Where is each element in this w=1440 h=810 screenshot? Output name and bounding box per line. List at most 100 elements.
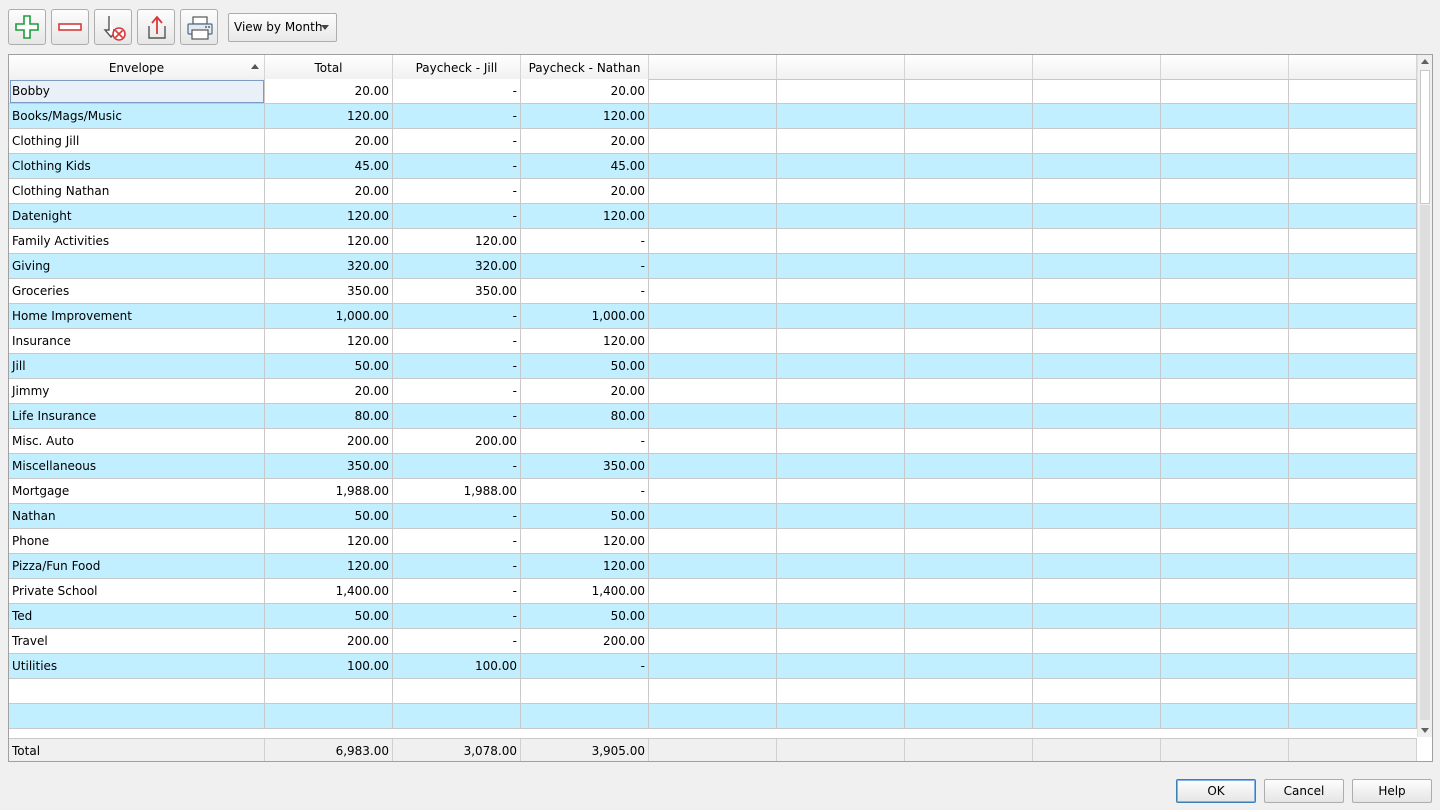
column-header[interactable] bbox=[777, 55, 905, 79]
amount-cell[interactable] bbox=[905, 104, 1033, 129]
amount-cell[interactable] bbox=[393, 704, 521, 729]
amount-cell[interactable]: 1,000.00 bbox=[265, 304, 393, 329]
amount-cell[interactable] bbox=[1033, 479, 1161, 504]
amount-cell[interactable] bbox=[649, 129, 777, 154]
amount-cell[interactable] bbox=[1289, 104, 1417, 129]
view-by-select[interactable]: View by Month bbox=[228, 13, 337, 42]
amount-cell[interactable] bbox=[1161, 479, 1289, 504]
table-row[interactable] bbox=[9, 679, 1417, 704]
amount-cell[interactable] bbox=[777, 104, 905, 129]
envelope-name-cell[interactable]: Bobby bbox=[9, 79, 265, 104]
table-row[interactable]: Miscellaneous 350.00-350.00 bbox=[9, 454, 1417, 479]
amount-cell[interactable] bbox=[649, 604, 777, 629]
table-row[interactable] bbox=[9, 704, 1417, 729]
amount-cell[interactable] bbox=[1033, 429, 1161, 454]
amount-cell[interactable] bbox=[1033, 679, 1161, 704]
amount-cell[interactable] bbox=[649, 304, 777, 329]
amount-cell[interactable]: 50.00 bbox=[521, 504, 649, 529]
amount-cell[interactable]: - bbox=[393, 629, 521, 654]
amount-cell[interactable]: 120.00 bbox=[265, 554, 393, 579]
amount-cell[interactable] bbox=[1161, 354, 1289, 379]
table-row[interactable]: Mortgage 1,988.00 1,988.00- bbox=[9, 479, 1417, 504]
envelope-name-cell[interactable]: Nathan bbox=[9, 504, 265, 529]
amount-cell[interactable] bbox=[1161, 154, 1289, 179]
amount-cell[interactable]: - bbox=[521, 254, 649, 279]
amount-cell[interactable]: 80.00 bbox=[521, 404, 649, 429]
amount-cell[interactable] bbox=[777, 629, 905, 654]
amount-cell[interactable] bbox=[649, 254, 777, 279]
amount-cell[interactable] bbox=[905, 129, 1033, 154]
column-header[interactable]: Paycheck - Jill bbox=[393, 55, 521, 79]
amount-cell[interactable] bbox=[777, 704, 905, 729]
amount-cell[interactable] bbox=[905, 229, 1033, 254]
column-header[interactable]: Paycheck - Nathan bbox=[521, 55, 649, 79]
amount-cell[interactable] bbox=[777, 554, 905, 579]
amount-cell[interactable] bbox=[1033, 179, 1161, 204]
amount-cell[interactable]: 200.00 bbox=[393, 429, 521, 454]
envelope-name-cell[interactable]: Groceries bbox=[9, 279, 265, 304]
amount-cell[interactable] bbox=[777, 229, 905, 254]
amount-cell[interactable] bbox=[649, 229, 777, 254]
amount-cell[interactable] bbox=[1161, 454, 1289, 479]
amount-cell[interactable] bbox=[1289, 129, 1417, 154]
column-header[interactable]: Total bbox=[265, 55, 393, 79]
amount-cell[interactable]: 350.00 bbox=[265, 279, 393, 304]
amount-cell[interactable] bbox=[1289, 454, 1417, 479]
amount-cell[interactable] bbox=[905, 379, 1033, 404]
amount-cell[interactable]: 50.00 bbox=[521, 604, 649, 629]
amount-cell[interactable] bbox=[905, 629, 1033, 654]
amount-cell[interactable] bbox=[1161, 254, 1289, 279]
envelope-name-cell[interactable]: Mortgage bbox=[9, 479, 265, 504]
amount-cell[interactable]: 45.00 bbox=[521, 154, 649, 179]
amount-cell[interactable] bbox=[649, 504, 777, 529]
amount-cell[interactable]: 20.00 bbox=[521, 79, 649, 104]
import-button[interactable] bbox=[94, 9, 132, 45]
amount-cell[interactable] bbox=[1033, 604, 1161, 629]
table-row[interactable]: Family Activities 120.00 120.00- bbox=[9, 229, 1417, 254]
table-row[interactable]: Books/Mags/Music 120.00-120.00 bbox=[9, 104, 1417, 129]
table-row[interactable]: Giving 320.00 320.00- bbox=[9, 254, 1417, 279]
table-row[interactable]: Jill 50.00-50.00 bbox=[9, 354, 1417, 379]
table-row[interactable]: Pizza/Fun Food 120.00-120.00 bbox=[9, 554, 1417, 579]
amount-cell[interactable] bbox=[649, 579, 777, 604]
table-row[interactable]: Home Improvement 1,000.00-1,000.00 bbox=[9, 304, 1417, 329]
amount-cell[interactable]: - bbox=[393, 329, 521, 354]
amount-cell[interactable] bbox=[1161, 179, 1289, 204]
amount-cell[interactable]: 20.00 bbox=[521, 179, 649, 204]
column-header[interactable]: Envelope bbox=[9, 55, 265, 79]
amount-cell[interactable] bbox=[1289, 179, 1417, 204]
amount-cell[interactable]: 120.00 bbox=[265, 329, 393, 354]
amount-cell[interactable] bbox=[649, 479, 777, 504]
envelope-name-cell[interactable]: Clothing Nathan bbox=[9, 179, 265, 204]
amount-cell[interactable] bbox=[1033, 129, 1161, 154]
amount-cell[interactable] bbox=[905, 704, 1033, 729]
amount-cell[interactable]: 350.00 bbox=[265, 454, 393, 479]
column-header[interactable] bbox=[905, 55, 1033, 79]
amount-cell[interactable]: 45.00 bbox=[265, 154, 393, 179]
envelope-name-cell[interactable] bbox=[9, 704, 265, 729]
amount-cell[interactable] bbox=[905, 504, 1033, 529]
amount-cell[interactable] bbox=[777, 429, 905, 454]
amount-cell[interactable]: 100.00 bbox=[393, 654, 521, 679]
amount-cell[interactable] bbox=[521, 679, 649, 704]
amount-cell[interactable] bbox=[905, 329, 1033, 354]
amount-cell[interactable] bbox=[1161, 529, 1289, 554]
amount-cell[interactable]: - bbox=[521, 229, 649, 254]
amount-cell[interactable] bbox=[905, 154, 1033, 179]
amount-cell[interactable] bbox=[649, 629, 777, 654]
amount-cell[interactable] bbox=[1033, 354, 1161, 379]
amount-cell[interactable] bbox=[1161, 579, 1289, 604]
amount-cell[interactable] bbox=[905, 304, 1033, 329]
amount-cell[interactable] bbox=[905, 279, 1033, 304]
envelope-name-cell[interactable]: Clothing Kids bbox=[9, 154, 265, 179]
table-row[interactable]: Groceries 350.00 350.00- bbox=[9, 279, 1417, 304]
amount-cell[interactable] bbox=[777, 154, 905, 179]
amount-cell[interactable] bbox=[1161, 129, 1289, 154]
table-row[interactable]: Phone 120.00-120.00 bbox=[9, 529, 1417, 554]
amount-cell[interactable] bbox=[777, 329, 905, 354]
amount-cell[interactable] bbox=[777, 654, 905, 679]
amount-cell[interactable] bbox=[1161, 104, 1289, 129]
amount-cell[interactable] bbox=[1161, 304, 1289, 329]
amount-cell[interactable]: 200.00 bbox=[265, 429, 393, 454]
amount-cell[interactable] bbox=[1161, 79, 1289, 104]
